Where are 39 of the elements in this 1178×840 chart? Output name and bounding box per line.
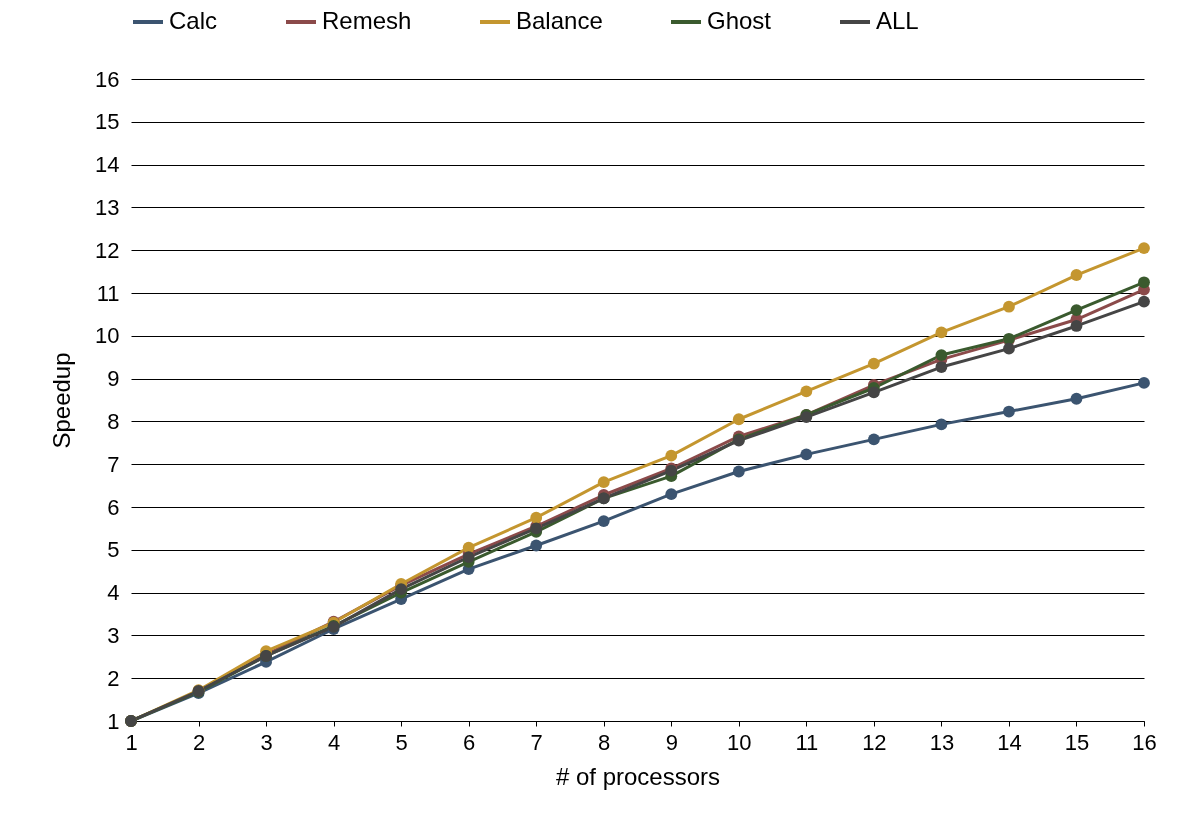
y-axis-title: Speedup — [48, 352, 76, 449]
y-tick-label: 3 — [107, 622, 120, 648]
legend-label: Balance — [516, 7, 603, 34]
y-tick-label: 12 — [95, 237, 120, 263]
x-tick-label: 3 — [260, 729, 273, 755]
y-tick-label: 8 — [107, 408, 120, 434]
x-tick-label: 4 — [327, 729, 341, 755]
x-tick-label: 14 — [997, 729, 1022, 755]
y-tick-label: 1 — [107, 708, 120, 734]
y-tick-label: 11 — [96, 280, 120, 306]
y-tick-label: 10 — [95, 323, 120, 349]
y-tick-label: 5 — [107, 537, 120, 563]
y-tick-label: 6 — [107, 494, 120, 520]
y-tick-label: 2 — [107, 665, 120, 691]
y-tick-label: 7 — [107, 451, 120, 477]
legend-label: Calc — [169, 7, 218, 34]
x-tick-label: 13 — [929, 729, 955, 755]
x-tick-label: 11 — [795, 729, 819, 755]
y-tick-label: 16 — [95, 66, 120, 92]
x-tick-label: 6 — [463, 729, 476, 755]
y-tick-label: 15 — [95, 109, 120, 135]
y-tick-label: 4 — [107, 580, 120, 606]
x-tick-label: 15 — [1064, 729, 1090, 755]
y-tick-label: 9 — [107, 366, 120, 392]
y-tick-label: 13 — [95, 194, 120, 220]
y-tick-label: 14 — [95, 152, 120, 178]
x-tick-label: 5 — [395, 729, 408, 755]
legend-label: Remesh — [322, 7, 412, 34]
legend-label: ALL — [876, 7, 919, 34]
x-tick-label: 1 — [125, 729, 138, 755]
x-tick-label: 16 — [1132, 729, 1157, 755]
x-tick-label: 2 — [192, 729, 206, 755]
x-tick-label: 9 — [665, 729, 678, 755]
x-tick-label: 12 — [862, 729, 887, 755]
x-tick-label: 7 — [530, 729, 543, 755]
x-axis-title: # of processors — [555, 762, 721, 790]
x-tick-label: 8 — [598, 729, 611, 755]
legend-label: Ghost — [707, 7, 772, 34]
x-tick-label: 10 — [727, 729, 752, 755]
